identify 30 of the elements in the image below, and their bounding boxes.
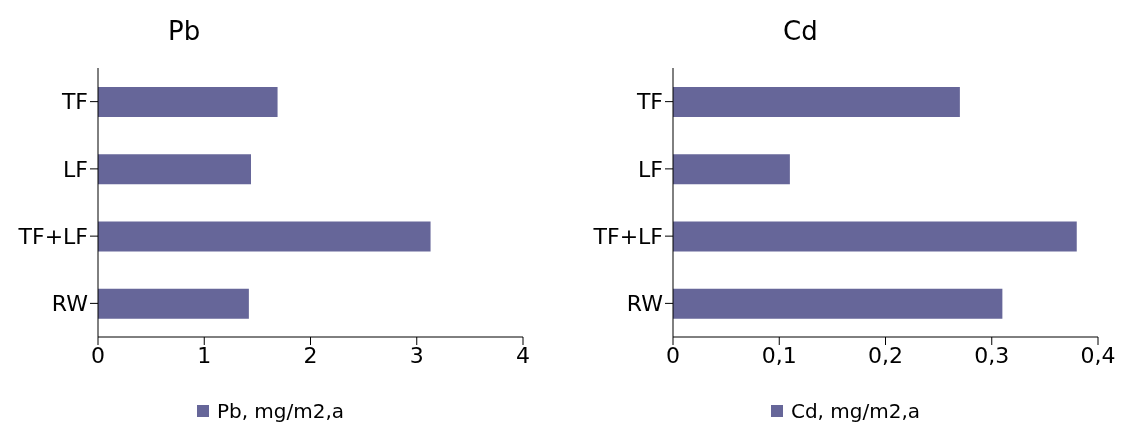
y-tick-label: RW bbox=[626, 291, 664, 317]
x-tick-label: 0 bbox=[666, 342, 680, 368]
y-tick-label: TF bbox=[635, 89, 663, 115]
y-tick-label: LF bbox=[638, 156, 663, 182]
x-tick-label: 3 bbox=[409, 342, 424, 368]
y-tick-label: LF bbox=[63, 156, 88, 182]
x-tick-label: 0,4 bbox=[1080, 342, 1116, 368]
y-tick-label: TF bbox=[60, 89, 88, 115]
bar bbox=[673, 154, 790, 185]
chart-title: Pb bbox=[168, 16, 201, 46]
bar bbox=[98, 87, 278, 117]
y-tick-label: TF+LF bbox=[17, 223, 88, 249]
x-tick-label: 0 bbox=[91, 342, 105, 368]
x-tick-label: 2 bbox=[303, 342, 318, 368]
bar bbox=[673, 87, 960, 117]
bar bbox=[98, 221, 431, 252]
bar bbox=[98, 288, 249, 319]
x-tick-label: 0,2 bbox=[868, 342, 903, 368]
x-tick-label: 0,3 bbox=[974, 342, 1010, 368]
legend-label: Pb, mg/m2,a bbox=[215, 399, 345, 423]
legend-label: Cd, mg/m2,a bbox=[789, 399, 921, 423]
bar bbox=[98, 154, 251, 185]
x-tick-label: 4 bbox=[516, 342, 530, 368]
chart-title: Cd bbox=[783, 16, 818, 46]
bar bbox=[673, 221, 1077, 252]
x-tick-label: 1 bbox=[197, 342, 212, 368]
x-tick-label: 0,1 bbox=[761, 342, 797, 368]
y-tick-label: RW bbox=[51, 291, 89, 317]
y-tick-label: TF+LF bbox=[592, 223, 663, 249]
bar bbox=[673, 288, 1003, 319]
